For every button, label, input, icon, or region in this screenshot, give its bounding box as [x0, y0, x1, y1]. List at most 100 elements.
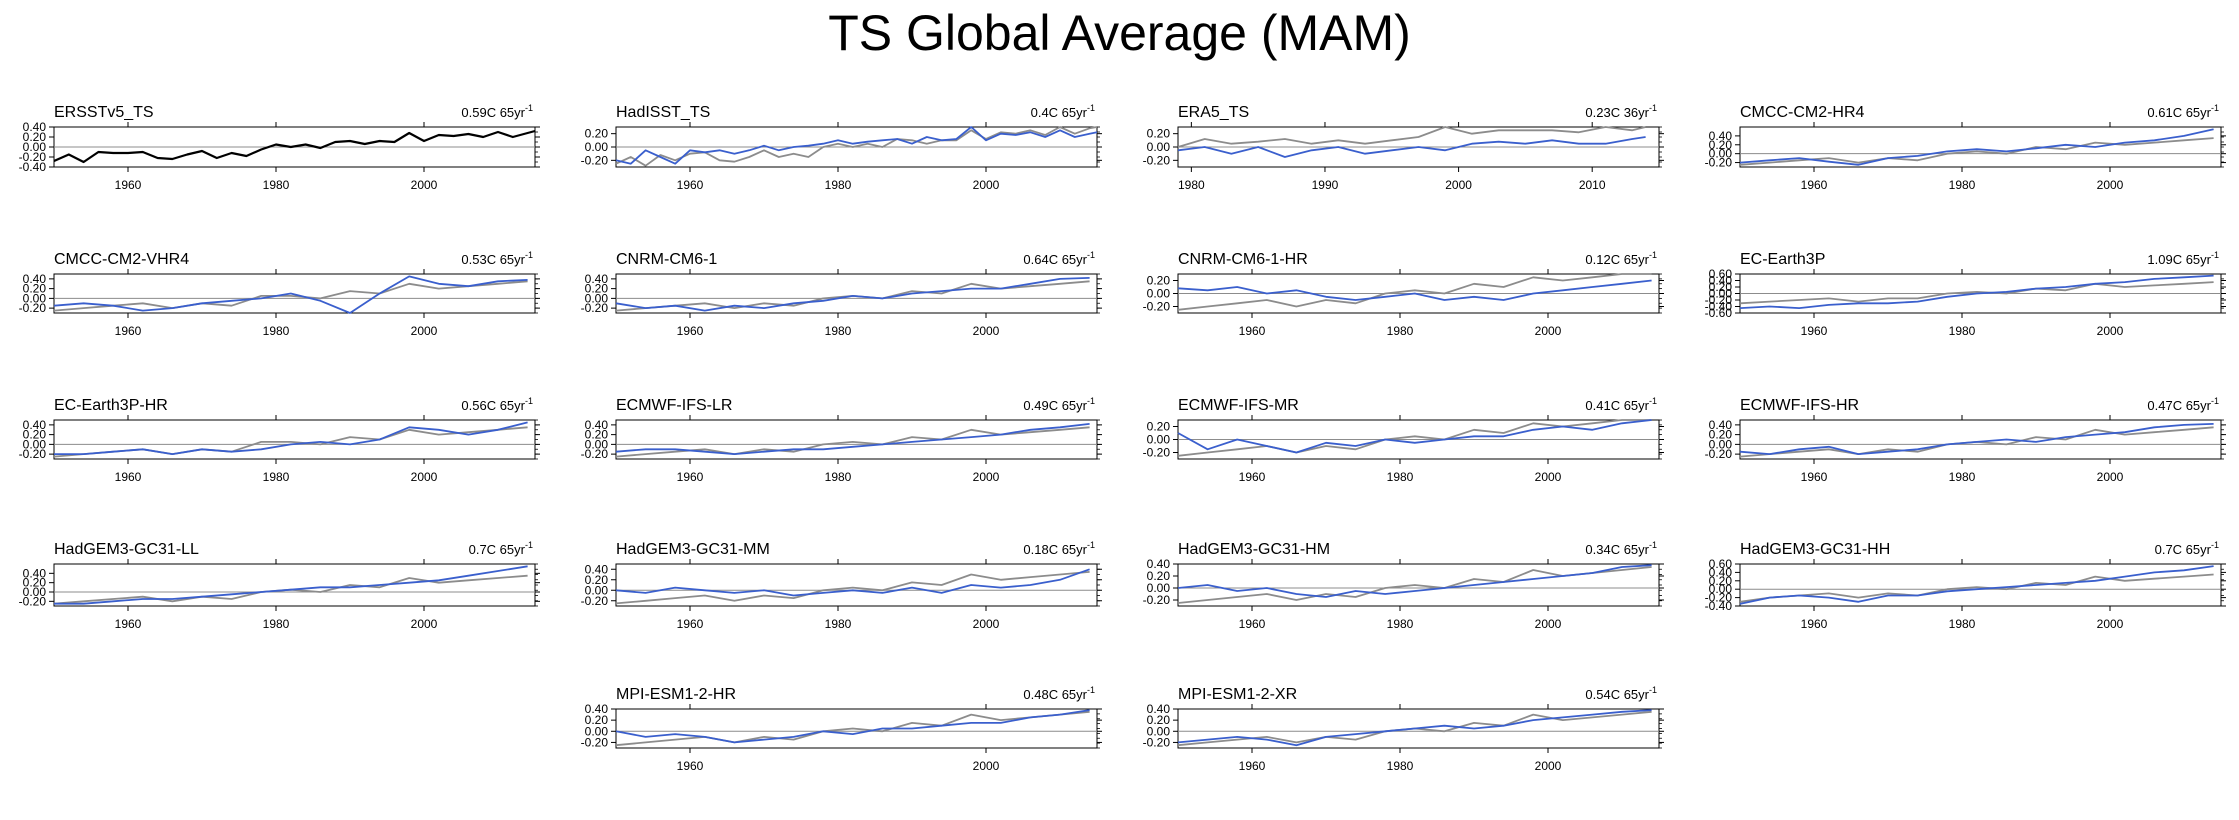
chart-panel: ECMWF-IFS-HR 0.47C 65yr-1 0.400.200.00-0.2… — [1705, 396, 2226, 484]
y-tick-label: 0.00 — [585, 291, 609, 305]
chart-panel: CNRM-CM6-1-HR 0.12C 65yr-1 0.200.00-0.20 19… — [1143, 250, 1664, 338]
x-tick-label: 1980 — [1949, 470, 1976, 484]
chart-panel: CMCC-CM2-HR4 0.61C 65yr-1 0.400.200.00-0.2… — [1705, 103, 2226, 192]
y-tick-label: 0.20 — [1709, 280, 1733, 294]
trend-value: 0.54C 65yr — [1585, 687, 1649, 702]
x-tick-label: 1960 — [677, 470, 704, 484]
y-tick-label: 0.60 — [1709, 267, 1733, 281]
chart-panel: HadISST_TS 0.4C 65yr-1 0.200.00-0.20 1960 19… — [581, 103, 1102, 192]
trend-exponent: -1 — [1649, 103, 1657, 113]
trend-exponent: -1 — [1649, 396, 1657, 406]
x-tick-label: 1980 — [263, 324, 290, 338]
trend-value: 0.56C 65yr — [461, 398, 525, 413]
model-series-line — [1739, 274, 2214, 310]
y-tick-label: -0.40 — [1705, 300, 1733, 314]
panel-title: EC-Earth3P-HR — [54, 397, 168, 414]
x-tick-label: 2000 — [973, 759, 1000, 773]
trend-label: 0.49C 65yr-1 — [1023, 396, 1095, 413]
model-series-line — [1177, 709, 1652, 747]
y-tick-label: 0.00 — [1147, 140, 1171, 154]
x-tick-label: 1980 — [1949, 617, 1976, 631]
y-tick-label: -0.20 — [1143, 735, 1171, 749]
y-tick-label: 0.20 — [1147, 420, 1171, 434]
x-tick-label: 1960 — [115, 178, 142, 192]
y-tick-label: -0.20 — [581, 153, 609, 167]
y-tick-label: 0.40 — [23, 120, 47, 134]
trend-value: 1.09C 65yr — [2147, 252, 2211, 267]
trend-value: 0.23C 36yr — [1585, 105, 1649, 120]
reference-series-line — [1177, 566, 1652, 604]
trend-value: 0.64C 65yr — [1023, 252, 1087, 267]
trend-value: 0.59C 65yr — [461, 105, 525, 120]
trend-exponent: -1 — [525, 103, 533, 113]
y-tick-label: -0.20 — [19, 447, 47, 461]
trend-label: 0.53C 65yr-1 — [461, 250, 533, 267]
chart-panel: ECMWF-IFS-MR 0.41C 65yr-1 0.200.00-0.20 196… — [1143, 396, 1664, 484]
reference-series-line — [1739, 573, 2214, 603]
x-tick-label: 1980 — [1178, 178, 1205, 192]
y-tick-label: -0.20 — [1143, 300, 1171, 314]
y-tick-label: -0.20 — [581, 301, 609, 315]
model-series-line — [53, 275, 528, 314]
chart-panel: CNRM-CM6-1 0.64C 65yr-1 0.400.200.00-0.20 1… — [581, 250, 1102, 338]
trend-exponent: -1 — [2211, 396, 2219, 406]
model-series-line — [615, 126, 1098, 165]
panel-title: CNRM-CM6-1-HR — [1178, 251, 1308, 268]
trend-label: 0.41C 65yr-1 — [1585, 396, 1657, 413]
model-series-line — [615, 277, 1090, 312]
chart-panel: ECMWF-IFS-LR 0.49C 65yr-1 0.400.200.00-0.2… — [581, 396, 1102, 484]
reference-series-line — [53, 426, 528, 458]
model-series-line — [1177, 279, 1652, 301]
y-tick-label: 0.40 — [23, 566, 47, 580]
y-tick-label: 0.00 — [585, 724, 609, 738]
chart-panel: MPI-ESM1-2-HR 0.48C 65yr-1 0.400.200.00-0.… — [581, 685, 1102, 773]
trend-exponent: -1 — [1087, 685, 1095, 695]
trend-label: 0.59C 65yr-1 — [461, 103, 533, 120]
y-tick-label: -0.40 — [1705, 599, 1733, 613]
trend-label: 0.34C 65yr-1 — [1585, 540, 1657, 557]
x-tick-label: 1960 — [1239, 324, 1266, 338]
x-tick-label: 2010 — [1579, 178, 1606, 192]
model-series-line — [615, 709, 1090, 744]
y-tick-label: 0.40 — [585, 702, 609, 716]
y-tick-label: 0.20 — [585, 282, 609, 296]
y-tick-label: 0.40 — [1709, 274, 1733, 288]
plot-frame — [1739, 419, 2222, 460]
trend-value: 0.7C 65yr — [2155, 542, 2212, 557]
y-tick-label: -0.20 — [19, 150, 47, 164]
x-tick-label: 2000 — [973, 178, 1000, 192]
x-tick-label: 1960 — [1801, 470, 1828, 484]
y-tick-label: 0.20 — [1147, 569, 1171, 583]
trend-label: 0.12C 65yr-1 — [1585, 250, 1657, 267]
plot-frame — [1739, 126, 2222, 168]
x-tick-label: 2000 — [973, 617, 1000, 631]
x-tick-label: 2000 — [411, 617, 438, 631]
trend-exponent: -1 — [1087, 103, 1095, 113]
x-tick-label: 2000 — [2097, 617, 2124, 631]
x-tick-label: 2000 — [411, 470, 438, 484]
panel-title: CMCC-CM2-HR4 — [1740, 104, 1865, 121]
x-tick-label: 1980 — [1387, 324, 1414, 338]
chart-panel: HadGEM3-GC31-MM 0.18C 65yr-10.400.200.00-… — [581, 540, 1102, 631]
x-tick-label: 1980 — [263, 617, 290, 631]
trend-value: 0.48C 65yr — [1023, 687, 1087, 702]
model-series-line — [1739, 423, 2214, 456]
panel-title: CNRM-CM6-1 — [616, 251, 717, 268]
x-tick-label: 1960 — [1239, 759, 1266, 773]
x-tick-label: 2000 — [973, 470, 1000, 484]
y-tick-label: 0.40 — [585, 562, 609, 576]
trend-value: 0.61C 65yr — [2147, 105, 2211, 120]
trend-value: 0.47C 65yr — [2147, 398, 2211, 413]
panel-title: HadGEM3-GC31-HM — [1178, 541, 1330, 558]
trend-exponent: -1 — [525, 540, 533, 550]
reference-series-line — [1177, 273, 1652, 311]
panel-title: EC-Earth3P — [1740, 251, 1825, 268]
y-tick-label: 0.60 — [1709, 557, 1733, 571]
plot-frame — [615, 419, 1098, 460]
y-tick-label: 0.40 — [1709, 418, 1733, 432]
y-tick-label: 0.20 — [585, 713, 609, 727]
y-tick-label: 0.00 — [1147, 724, 1171, 738]
x-tick-label: 1980 — [1387, 759, 1414, 773]
plot-frame — [53, 419, 536, 460]
trend-exponent: -1 — [525, 396, 533, 406]
